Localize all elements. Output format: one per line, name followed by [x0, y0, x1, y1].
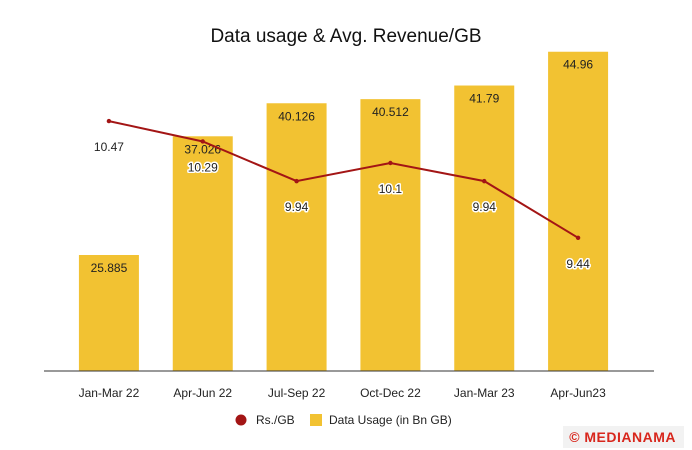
- bar-2: [266, 103, 327, 371]
- bar-4: [454, 85, 515, 371]
- x-tick-label-0: Jan-Mar 22: [79, 386, 140, 400]
- bar-5: [548, 51, 609, 372]
- bars-layer: [78, 51, 609, 372]
- chart-title: Data usage & Avg. Revenue/GB: [210, 26, 481, 47]
- line-point-1: [200, 139, 205, 144]
- legend-rs-gb-label: Rs./GB: [256, 413, 295, 427]
- x-tick-label-1: Apr-Jun 22: [173, 386, 232, 400]
- line-point-0: [106, 118, 112, 124]
- bar-value-label-4: 41.79: [469, 92, 499, 106]
- bar-value-label-0: 25.885: [91, 261, 128, 275]
- x-ticks-layer: Jan-Mar 22 Apr-Jun 22 Jul-Sep 22 Oct-Dec 22…: [79, 386, 607, 400]
- line-point-3: [388, 160, 393, 166]
- rs-gb-line: [108, 120, 579, 239]
- line-point-2: [294, 178, 299, 184]
- x-tick-label-3: Oct-Dec 22: [360, 386, 421, 400]
- bar-value-label-1: 37.026: [184, 142, 221, 156]
- bar-0: [78, 255, 139, 371]
- bar-value-label-5: 44.96: [563, 58, 593, 72]
- line-value-label-0: 10.47: [94, 140, 124, 154]
- bar-value-label-2: 40.126: [278, 109, 315, 123]
- legend-data-usage-label: Data Usage (in Bn GB): [329, 413, 452, 427]
- legend-data-usage-marker: [310, 414, 322, 426]
- x-tick-label-4: Jan-Mar 23: [454, 386, 515, 400]
- bar-1: [172, 136, 233, 371]
- line-layer: 10.47 10.29 9.94 10.1 9.94 9.44: [92, 118, 592, 272]
- bar-labels-layer: 25.885 37.026 40.126 40.512 41.79 44.96: [91, 58, 594, 275]
- legend: Rs./GB Data Usage (in Bn GB): [235, 413, 452, 427]
- x-tick-label-2: Jul-Sep 22: [268, 386, 326, 400]
- bar-value-label-3: 40.512: [372, 105, 409, 119]
- line-point-4: [482, 178, 487, 184]
- line-value-label-3: 10.1: [379, 182, 403, 196]
- bar-3: [360, 99, 421, 371]
- legend-rs-gb-marker: [235, 414, 247, 426]
- line-value-label-2: 9.94: [285, 200, 309, 214]
- line-value-label-5: 9.44: [566, 257, 590, 271]
- line-value-label-1: 10.29: [188, 160, 218, 174]
- x-tick-label-5: Apr-Jun23: [550, 386, 606, 400]
- line-point-5: [575, 235, 581, 240]
- line-value-label-4: 9.94: [473, 200, 497, 214]
- medianama-watermark: © MEDIANAMA: [563, 426, 684, 448]
